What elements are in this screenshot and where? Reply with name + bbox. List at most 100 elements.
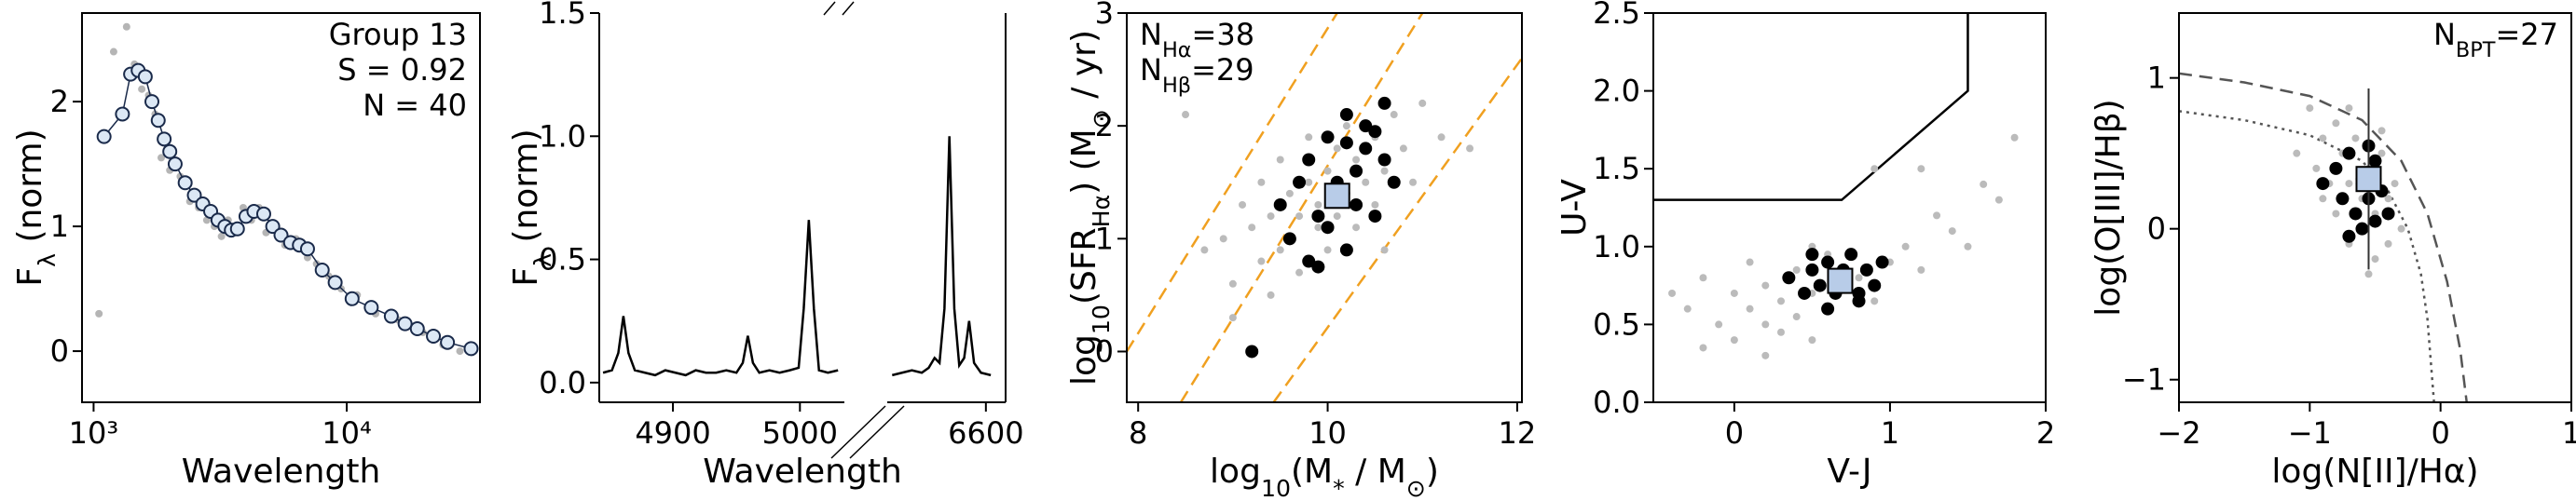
y-tick-label: 1.5	[539, 0, 586, 31]
point	[109, 47, 117, 56]
point	[1276, 156, 1284, 164]
point	[1948, 227, 1956, 236]
y-tick-label: 2.5	[1593, 0, 1640, 31]
x-axis-label-part: / M	[1345, 453, 1406, 491]
point	[1798, 286, 1812, 300]
axes-frame	[1652, 12, 2047, 403]
point	[2355, 222, 2369, 236]
point	[1200, 246, 1209, 254]
x-tick-label: 5000	[762, 415, 838, 451]
point	[2351, 134, 2360, 142]
point	[1371, 200, 1379, 209]
y-tick-label: −1	[2122, 362, 2166, 398]
point	[344, 291, 360, 306]
point	[2377, 127, 2386, 135]
x-tick-label: 1	[1881, 415, 1899, 451]
point	[1339, 243, 1353, 257]
point	[2319, 134, 2327, 142]
annotation-part: N	[1140, 17, 1162, 52]
x-tick-label: −2	[2157, 415, 2200, 451]
annotation-part: N	[1140, 52, 1162, 88]
axes-frame	[1126, 12, 1523, 403]
point	[299, 241, 315, 257]
point	[1368, 210, 1382, 223]
point	[1342, 122, 1350, 130]
point	[1359, 119, 1373, 133]
x-tick-label: 1	[2562, 415, 2576, 451]
point	[1267, 291, 1275, 299]
y-axis-label-part: Hα	[1088, 195, 1115, 228]
point	[95, 309, 103, 318]
point	[1821, 255, 1835, 269]
break-mark	[842, 1, 855, 16]
point	[2342, 229, 2356, 243]
point	[1293, 175, 1307, 189]
x-tick-label: −1	[2288, 415, 2332, 451]
y-tick-label: 1.5	[1593, 151, 1640, 186]
point	[2336, 192, 2350, 206]
point	[1868, 278, 1882, 292]
point	[1855, 274, 1863, 282]
y-tick-label: 0.0	[1593, 385, 1640, 420]
y-tick-label: 1	[50, 209, 69, 244]
point	[1295, 268, 1304, 277]
point	[1870, 297, 1879, 305]
point	[1228, 314, 1237, 322]
x-tick-label: 6600	[948, 415, 1023, 451]
x-axis-label-part: *	[1333, 475, 1345, 501]
point	[1333, 144, 1341, 153]
point	[157, 154, 165, 162]
point	[1683, 305, 1692, 313]
annotation-part: N	[2433, 17, 2456, 52]
point	[2384, 239, 2392, 248]
point	[1761, 351, 1770, 359]
y-axis-label-part: (SFR	[1065, 227, 1103, 305]
y-tick-label: 2.0	[1593, 74, 1640, 109]
point	[2384, 195, 2392, 203]
point	[1321, 221, 1335, 235]
point	[1323, 183, 1350, 210]
plot-area	[1653, 13, 2019, 359]
spectrum	[602, 220, 839, 377]
point	[1182, 111, 1190, 119]
point	[1239, 200, 1247, 209]
annotation-part: BPT	[2456, 38, 2496, 62]
point	[2319, 195, 2327, 203]
point	[1339, 136, 1353, 150]
x-tick-label: 10³	[69, 415, 119, 451]
line	[1179, 13, 1424, 402]
point	[1276, 246, 1284, 254]
y-tick-label: 2	[1095, 108, 1114, 143]
point	[1302, 153, 1316, 167]
x-tick-label: 12	[1499, 415, 1537, 451]
y-axis-label-part: log	[1065, 334, 1103, 386]
point	[150, 113, 166, 129]
point	[1245, 345, 1259, 359]
y-axis-label-part: (norm)	[507, 129, 545, 253]
x-tick-label: 10⁴	[322, 415, 372, 451]
point	[327, 275, 343, 291]
x-axis-label-part: 10	[1261, 475, 1291, 501]
x-tick-label: 2	[2036, 415, 2055, 451]
point	[1844, 248, 1858, 262]
point	[1387, 175, 1401, 189]
point	[2010, 133, 2019, 142]
y-tick-label: 0	[2147, 211, 2166, 247]
y-tick-label: 0	[1095, 333, 1114, 369]
point	[1901, 242, 1910, 250]
y-axis-label: Fλ (norm)	[11, 129, 61, 286]
y-axis-label-part: 10	[1088, 305, 1115, 334]
point	[217, 232, 226, 240]
point	[1390, 111, 1398, 119]
point	[177, 175, 193, 191]
y-axis-label-part: F	[507, 267, 545, 287]
axes-frame	[81, 12, 481, 403]
point	[440, 334, 456, 350]
point	[1805, 263, 1819, 277]
point	[1964, 242, 1972, 250]
point	[1377, 96, 1391, 110]
y-tick-label: 2	[50, 84, 69, 119]
point	[1267, 212, 1275, 221]
point	[1321, 130, 1335, 144]
point	[1352, 223, 1361, 232]
